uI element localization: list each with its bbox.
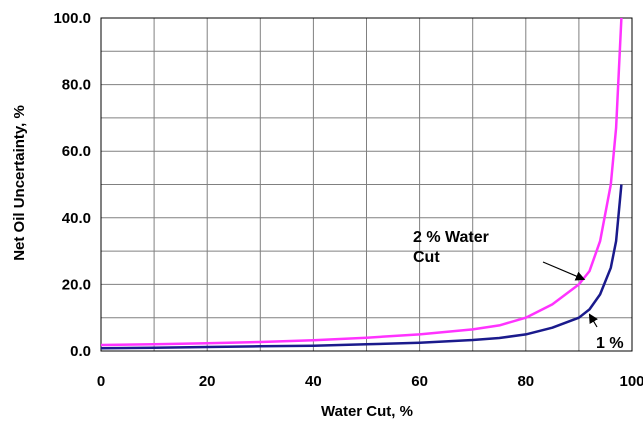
annotation-label: 1 % [596, 335, 624, 352]
x-tick-label: 0 [97, 373, 105, 390]
y-tick-label: 40.0 [62, 210, 91, 227]
x-tick-label: 60 [411, 373, 428, 390]
annotation-label: 2 % Water Cut [413, 229, 489, 266]
series-lines [100, 17, 623, 350]
x-tick-label: 20 [199, 373, 216, 390]
y-axis-title: Net Oil Uncertainty, % [11, 105, 28, 261]
y-tick-label: 0.0 [70, 343, 91, 360]
axis-ticks: 0 20 40 60 80 100 0.0 20.0 40.0 60.0 80.0 100.0 [53, 10, 643, 390]
plot-area [100, 17, 633, 352]
x-tick-label: 40 [305, 373, 322, 390]
x-tick-label: 80 [517, 373, 534, 390]
series-line-1 [100, 17, 623, 347]
annotation-arrow [588, 313, 598, 328]
series-line-2 [100, 184, 623, 350]
annotations: 2 % Water Cut 1 % [413, 229, 624, 352]
y-tick-label: 60.0 [62, 143, 91, 160]
gridlines [101, 18, 632, 351]
y-tick-label: 20.0 [62, 276, 91, 293]
annotation-arrow [542, 261, 586, 281]
y-tick-label: 100.0 [53, 10, 91, 27]
x-axis-title: Water Cut, % [321, 403, 413, 420]
y-tick-label: 80.0 [62, 77, 91, 94]
x-tick-label: 100 [619, 373, 643, 390]
